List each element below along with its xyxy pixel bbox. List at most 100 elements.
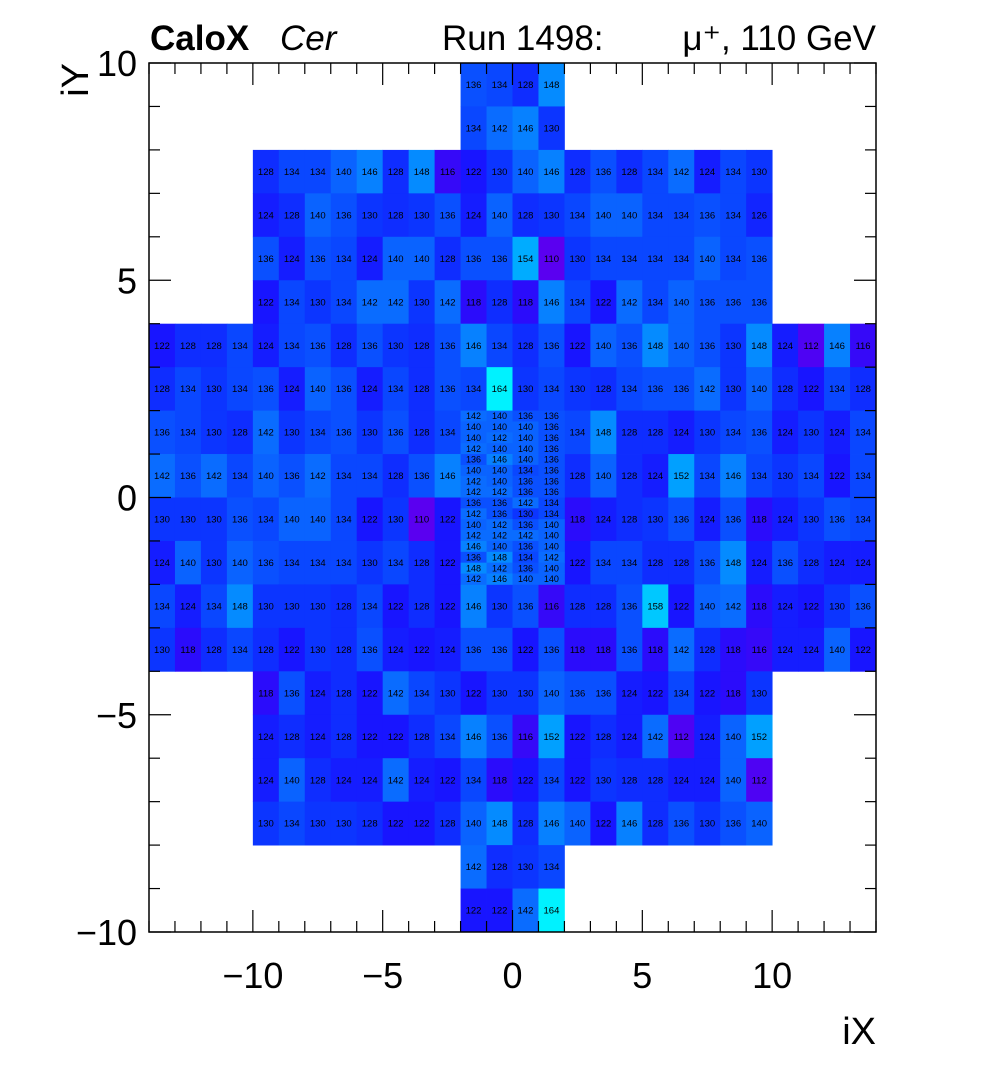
heatmap-cell	[486, 530, 513, 542]
heatmap-cell	[382, 584, 410, 629]
heatmap-cell	[434, 193, 461, 238]
heatmap-cell	[590, 323, 617, 368]
heatmap-cell	[512, 443, 539, 455]
cell-value-label: 130	[518, 509, 533, 519]
heatmap-cell	[642, 714, 669, 759]
cell-value-label: 128	[673, 558, 689, 569]
cell-value-label: 134	[388, 384, 404, 395]
heatmap-cell	[746, 671, 773, 716]
cell-value-label: 124	[362, 384, 378, 395]
cell-value-label: 134	[466, 124, 482, 135]
heatmap-cell	[149, 323, 176, 368]
heatmap-cell	[720, 627, 747, 672]
cell-value-label: 128	[518, 341, 534, 352]
cell-value-label: 134	[569, 428, 585, 439]
heatmap-cell	[278, 280, 306, 325]
heatmap-cell	[564, 714, 591, 759]
cell-value-label: 110	[544, 254, 559, 265]
cell-value-label: 122	[154, 341, 170, 352]
heatmap-cell	[330, 627, 358, 672]
heatmap-cell	[720, 280, 747, 325]
x-axis-label: iX	[842, 1011, 876, 1053]
cell-value-label: 136	[492, 498, 507, 508]
heatmap-cell	[356, 714, 384, 759]
heatmap-cell	[149, 627, 176, 672]
cell-value-label: 136	[621, 645, 637, 656]
heatmap-cell	[512, 627, 539, 672]
heatmap-cell	[486, 421, 513, 433]
cell-value-label: 134	[647, 210, 663, 221]
heatmap-cell	[226, 540, 254, 585]
heatmap-cell	[460, 464, 487, 477]
cell-value-label: 134	[310, 428, 326, 439]
cell-value-label: 136	[466, 552, 481, 562]
heatmap-cell	[642, 540, 669, 585]
cell-value-label: 136	[518, 601, 534, 612]
heatmap-cell	[590, 627, 617, 672]
cell-value-label: 134	[544, 775, 560, 786]
heatmap-cell	[278, 236, 306, 281]
heatmap-cell	[616, 149, 643, 194]
heatmap-cell	[824, 454, 851, 498]
heatmap-cell	[694, 584, 721, 629]
heatmap-cell	[304, 367, 332, 411]
heatmap-cell	[408, 714, 436, 759]
cell-value-label: 130	[751, 688, 767, 699]
heatmap-cell	[590, 149, 617, 194]
heatmap-cell	[564, 540, 591, 585]
cell-value-label: 122	[518, 645, 534, 656]
heatmap-cell	[252, 410, 280, 455]
heatmap-cell	[304, 497, 332, 542]
heatmap-cell	[382, 280, 410, 325]
heatmap-cell	[330, 714, 358, 759]
heatmap-cell	[460, 671, 487, 716]
heatmap-cell	[408, 193, 436, 238]
cell-value-label: 146	[544, 819, 560, 830]
cell-value-label: 148	[466, 563, 481, 573]
cell-value-label: 130	[751, 167, 767, 178]
heatmap-cell	[356, 193, 384, 238]
heatmap-cell	[226, 367, 254, 411]
cell-value-label: 136	[466, 80, 482, 91]
heatmap-cell	[564, 627, 591, 672]
cell-value-label: 140	[232, 558, 248, 569]
heatmap-cell	[512, 236, 539, 281]
heatmap-cell	[226, 497, 254, 542]
cell-value-label: 124	[258, 732, 274, 743]
cell-value-label: 136	[518, 411, 533, 421]
cell-value-label: 118	[570, 515, 585, 526]
cell-value-label: 140	[492, 411, 507, 421]
heatmap-cell	[434, 236, 461, 281]
axis-tick-labels: −10 −5 0 5 10 −10 −5 0 5 10	[76, 43, 792, 996]
heatmap-cell	[434, 280, 461, 325]
heatmap-cell	[538, 236, 565, 281]
cell-value-label: 134	[647, 254, 663, 265]
cell-value-label: 128	[518, 819, 534, 830]
heatmap-cell	[512, 801, 539, 846]
heatmap-cell	[616, 323, 643, 368]
cell-value-label: 136	[180, 471, 196, 482]
cell-value-label: 136	[751, 297, 767, 308]
heatmap-cell	[252, 627, 280, 672]
heatmap-cell	[382, 758, 410, 803]
cell-value-label: 122	[440, 775, 456, 786]
heatmap-cell	[720, 410, 747, 455]
x-tick-label: 0	[502, 955, 522, 996]
cell-value-label: 136	[621, 601, 637, 612]
heatmap-cell	[382, 540, 410, 585]
heatmap-cell	[538, 63, 565, 107]
cell-value-label: 128	[414, 732, 430, 743]
cell-value-label: 136	[492, 645, 508, 656]
cell-value-label: 134	[232, 384, 248, 395]
cell-value-label: 122	[466, 906, 482, 917]
cell-value-label: 124	[440, 645, 456, 656]
heatmap-cell	[642, 280, 669, 325]
heatmap-cell	[486, 475, 513, 488]
cell-value-label: 136	[621, 341, 637, 352]
heatmap-cell	[746, 236, 773, 281]
heatmap-cell	[486, 714, 513, 759]
cell-value-label: 140	[699, 601, 715, 612]
cell-value-label: 134	[284, 558, 300, 569]
heatmap-cell	[694, 714, 721, 759]
cell-value-label: 134	[673, 210, 689, 221]
